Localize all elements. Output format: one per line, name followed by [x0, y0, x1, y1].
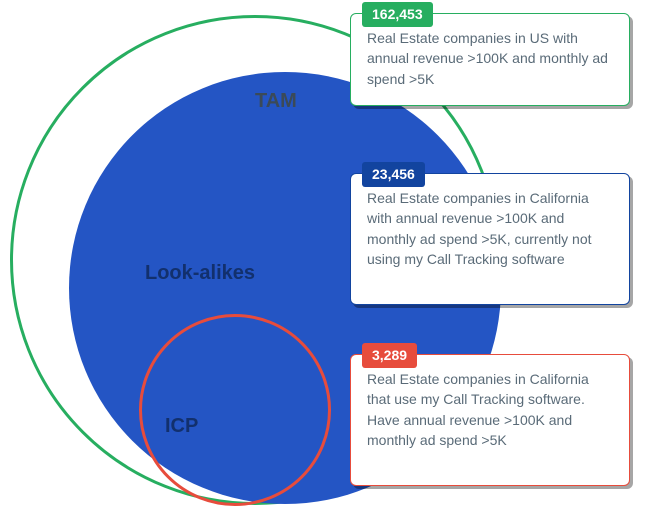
- tam-card: Real Estate companies in US with annual …: [350, 13, 630, 106]
- tam-card-desc: Real Estate companies in US with annual …: [367, 30, 608, 87]
- icp-ring: [139, 314, 331, 506]
- icp-card-desc: Real Estate companies in California that…: [367, 371, 589, 448]
- icp-label: ICP: [165, 415, 198, 438]
- lookalikes-badge: 23,456: [362, 162, 425, 187]
- tam-badge: 162,453: [362, 2, 433, 27]
- lookalikes-card: Real Estate companies in California with…: [350, 173, 630, 305]
- icp-badge: 3,289: [362, 343, 417, 368]
- diagram-stage: TAM Look-alikes ICP Real Estate companie…: [0, 0, 649, 520]
- lookalikes-card-desc: Real Estate companies in California with…: [367, 190, 592, 267]
- icp-card: Real Estate companies in California that…: [350, 354, 630, 486]
- tam-label: TAM: [255, 90, 297, 113]
- lookalikes-label: Look-alikes: [145, 262, 255, 285]
